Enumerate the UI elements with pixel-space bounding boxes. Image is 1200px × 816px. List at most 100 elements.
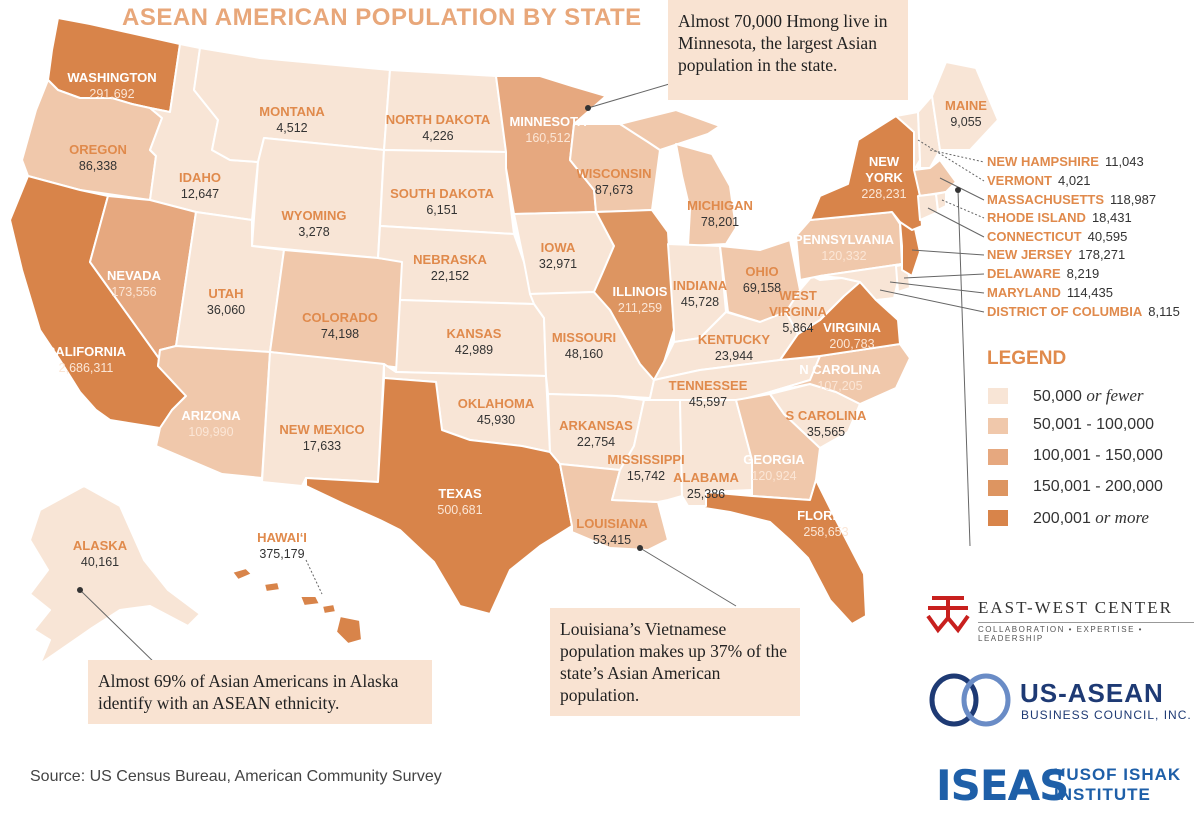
state-name: HAWAI‘I	[257, 530, 307, 545]
state-value: 22,754	[576, 435, 616, 449]
state-value: 228,231	[861, 187, 907, 201]
state-name: VIRGINIA	[823, 320, 881, 335]
us-asean-logo: US-ASEAN BUSINESS COUNCIL, INC.	[926, 672, 1196, 728]
iseas-name: ISEAS	[936, 761, 1069, 810]
state-name: WASHINGTON	[67, 70, 157, 85]
label-north-dakota: NORTH DAKOTA 4,226	[386, 112, 490, 144]
state-maine	[931, 61, 999, 151]
state-value: 3,278	[298, 225, 330, 239]
label-kentucky: KENTUCKY 23,944	[698, 332, 770, 364]
state-name: OREGON	[69, 142, 127, 157]
state-name: GEORGIA	[743, 452, 805, 467]
iseas-line2: INSTITUTE	[1054, 785, 1151, 804]
state-new-jersey	[899, 221, 921, 277]
state-value: 86,338	[78, 159, 118, 173]
legend-swatch	[988, 480, 1008, 496]
legend-swatch	[988, 449, 1008, 465]
callout-alaska: Almost 69% of Asian Americans in Alaska …	[88, 660, 432, 724]
state-name: NEVADA	[107, 268, 161, 283]
label-florida: FLORIDA 258,653	[797, 508, 855, 540]
ewc-mark-icon	[926, 596, 970, 634]
label-new-york: NEW YORK 228,231	[861, 154, 906, 202]
label-connecticut: CONNECTICUT 40,595	[987, 229, 1127, 245]
label-pennsylvania: PENNSYLVANIA 120,332	[794, 232, 894, 264]
label-wisconsin: WISCONSIN 87,673	[576, 166, 651, 198]
state-name: RHODE ISLAND	[987, 210, 1086, 225]
state-value: 114,435	[1066, 285, 1113, 300]
state-value: 6,151	[426, 203, 458, 217]
state-name: ARIZONA	[181, 408, 241, 423]
label-new-hampshire: NEW HAMPSHIRE 11,043	[987, 154, 1144, 170]
state-hawaii	[231, 567, 363, 645]
label-new-mexico: NEW MEXICO 17,633	[279, 422, 364, 454]
state-value: 74,198	[320, 327, 360, 341]
state-name: NEW HAMPSHIRE	[987, 154, 1099, 169]
state-value: 173,556	[111, 285, 157, 299]
state-value: 120,924	[751, 469, 797, 483]
state-value: 11,043	[1104, 154, 1144, 169]
label-maine: MAINE 9,055	[945, 98, 987, 130]
state-value: 15,742	[626, 469, 666, 483]
state-name: ALABAMA	[673, 470, 739, 485]
state-name: TENNESSEE	[668, 378, 748, 393]
state-name: NEW	[868, 154, 900, 169]
state-colorado	[269, 249, 411, 369]
state-name: N CAROLINA	[799, 362, 881, 377]
label-arkansas: ARKANSAS 22,754	[559, 418, 633, 450]
legend-title: LEGEND	[987, 348, 1067, 369]
state-value: 17,633	[302, 439, 342, 453]
state-value: 22,152	[430, 269, 470, 283]
state-value: 35,565	[806, 425, 846, 439]
state-name: MISSOURI	[551, 330, 617, 345]
state-value: 120,332	[821, 249, 867, 263]
state-name: KENTUCKY	[697, 332, 771, 347]
us-asean-name: US-ASEAN	[1020, 678, 1164, 708]
state-value: 18,431	[1091, 210, 1132, 225]
state-name: INDIANA	[672, 278, 728, 293]
legend-label: 150,001 - 200,000	[1033, 478, 1163, 496]
state-value: 12,647	[180, 187, 220, 201]
state-name: ALASKA	[72, 538, 128, 553]
label-minnesota: MINNESOTA 160,512	[509, 114, 586, 146]
label-massachusetts: MASSACHUSETTS 118,987	[987, 192, 1156, 208]
state-name: TEXAS	[438, 486, 482, 501]
state-name: MICHIGAN	[687, 198, 753, 213]
state-connecticut	[917, 193, 939, 221]
label-missouri: MISSOURI 48,160	[552, 330, 616, 362]
state-name: MAINE	[945, 98, 987, 113]
state-value: 8,115	[1148, 304, 1180, 319]
legend-swatch	[988, 388, 1008, 404]
state-michigan	[675, 143, 737, 247]
state-name: ARKANSAS	[559, 418, 633, 433]
label-montana: MONTANA 4,512	[259, 104, 324, 136]
state-value: 2,686,311	[58, 361, 114, 375]
legend-range: 50,001 - 100,000	[1033, 416, 1154, 433]
state-name: WYOMING	[281, 208, 347, 223]
state-value: 500,681	[437, 503, 483, 517]
label-west-virginia: WEST VIRGINIA 5,864	[769, 288, 827, 336]
state-south-dakota	[379, 149, 515, 235]
label-california: CALIFORNIA 2,686,311	[46, 344, 126, 376]
state-name: WISCONSIN	[576, 166, 652, 181]
label-illinois: ILLINOIS 211,259	[613, 284, 668, 316]
legend-label: 50,001 - 100,000	[1033, 416, 1154, 434]
legend-label: 100,001 - 150,000	[1033, 447, 1163, 465]
legend-label: 50,000 or fewer	[1033, 386, 1144, 406]
state-name: NEW JERSEY	[987, 247, 1073, 262]
label-nebraska: NEBRASKA 22,152	[413, 252, 487, 284]
state-name: NORTH DAKOTA	[385, 112, 491, 127]
iseas-line1: YUSOF ISHAK	[1054, 765, 1182, 784]
state-name-line2: YORK	[865, 170, 903, 185]
state-name: MINNESOTA	[509, 114, 587, 129]
label-indiana: INDIANA 45,728	[673, 278, 727, 310]
state-name: NEW MEXICO	[279, 422, 365, 437]
label-district-of-columbia: DISTRICT OF COLUMBIA 8,115	[987, 304, 1180, 320]
state-value: 4,226	[422, 129, 454, 143]
label-oklahoma: OKLAHOMA 45,930	[458, 396, 535, 428]
state-vermont	[895, 111, 921, 171]
label-hawaii: HAWAI‘I 375,179	[257, 530, 307, 562]
legend-swatch	[988, 418, 1008, 434]
label-idaho: IDAHO 12,647	[179, 170, 221, 202]
legend-range: 150,001 - 200,000	[1033, 478, 1163, 495]
state-value: 4,021	[1058, 173, 1091, 188]
